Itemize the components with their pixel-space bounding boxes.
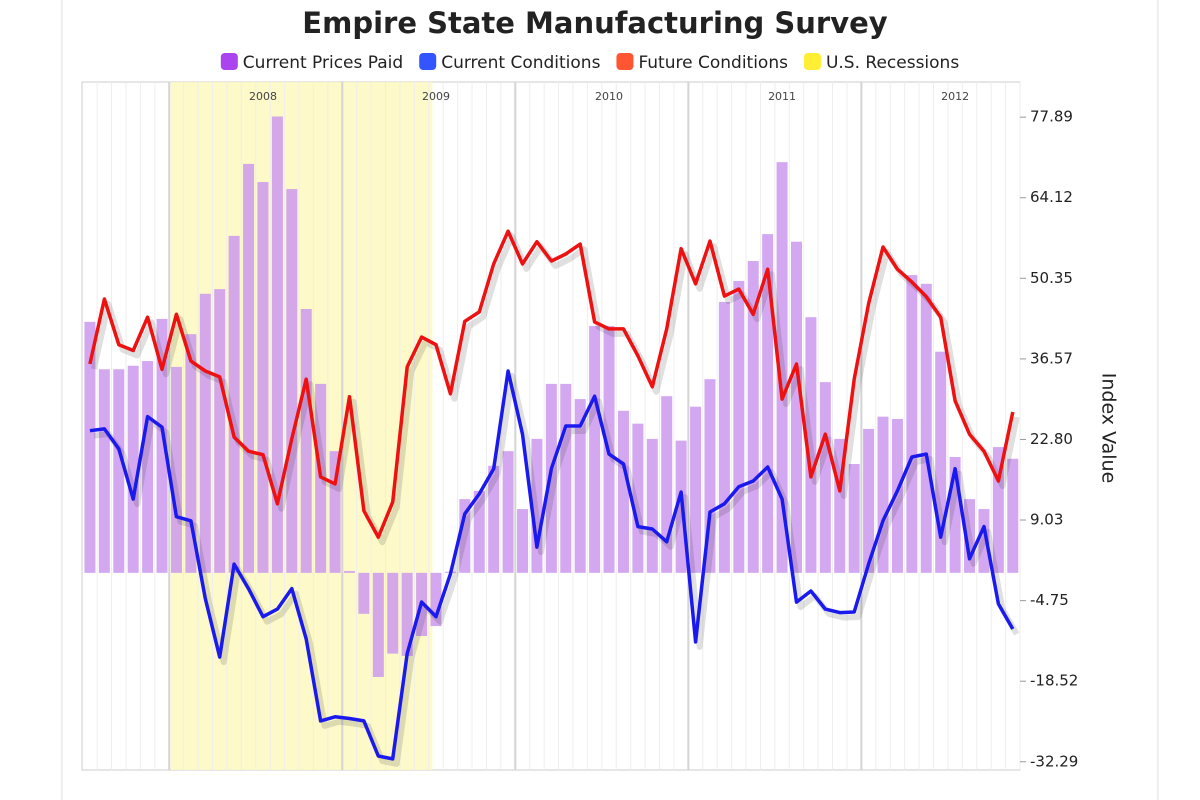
bar xyxy=(300,308,312,573)
legend-label: Current Prices Paid xyxy=(243,53,403,73)
bar xyxy=(156,318,168,573)
bar xyxy=(531,438,543,573)
bar xyxy=(891,418,903,573)
x-tick-label: 2010 xyxy=(595,90,623,103)
bar xyxy=(142,361,154,573)
y-axis-label: Index Value xyxy=(1098,373,1120,484)
x-tick-label: 2011 xyxy=(768,90,796,103)
bar xyxy=(214,289,226,573)
bar xyxy=(243,163,255,573)
x-tick-label: 2008 xyxy=(249,90,277,103)
bar xyxy=(84,321,96,573)
bar xyxy=(992,447,1004,573)
bar xyxy=(632,423,644,573)
chart-title: Empire State Manufacturing Survey xyxy=(302,6,887,40)
y-tick-label: 22.80 xyxy=(1030,430,1073,448)
bar xyxy=(949,457,961,573)
y-tick-label: 64.12 xyxy=(1030,188,1073,206)
bar xyxy=(935,351,947,573)
bar xyxy=(920,283,932,573)
bar xyxy=(329,451,341,573)
bar xyxy=(704,379,716,573)
bar xyxy=(574,399,586,573)
legend-swatch xyxy=(803,53,821,70)
bar xyxy=(127,365,139,573)
line xyxy=(89,369,1015,761)
y-tick-label: 9.03 xyxy=(1030,511,1063,529)
y-tick-label: 36.57 xyxy=(1030,349,1073,367)
bar xyxy=(170,366,182,573)
bar xyxy=(473,490,485,573)
bar xyxy=(430,572,442,627)
bar xyxy=(502,451,514,573)
bar xyxy=(1007,458,1019,573)
line xyxy=(88,229,1015,539)
y-tick-label: -4.75 xyxy=(1030,591,1069,609)
bar xyxy=(819,382,831,573)
bar xyxy=(488,465,500,573)
bar xyxy=(877,416,889,573)
y-tick-label: -18.52 xyxy=(1030,672,1078,690)
bar xyxy=(762,234,774,573)
y-tick-label: 50.35 xyxy=(1030,269,1073,287)
bar xyxy=(646,438,658,573)
bar xyxy=(387,572,399,654)
y-tick-label: -32.29 xyxy=(1030,752,1078,770)
bar xyxy=(401,572,413,656)
legend-label: U.S. Recessions xyxy=(826,53,959,73)
bar xyxy=(747,261,759,573)
bar xyxy=(372,572,384,677)
bar xyxy=(978,509,990,573)
bar xyxy=(358,572,370,614)
bar xyxy=(690,406,702,573)
bar xyxy=(199,293,211,573)
bar xyxy=(589,325,601,573)
bar xyxy=(113,369,125,573)
legend-swatch xyxy=(616,53,634,70)
legend-swatch xyxy=(220,53,238,70)
bar xyxy=(776,162,788,573)
bar xyxy=(98,369,110,573)
bar xyxy=(517,509,529,573)
legend-label: Current Conditions xyxy=(441,53,600,73)
bar xyxy=(733,280,745,573)
legend-label: Future Conditions xyxy=(638,53,788,73)
bar xyxy=(661,396,673,573)
x-tick-label: 2009 xyxy=(422,90,450,103)
plot-area: 2008 2009 2010 2011 2012 77.89 64.12 50.35 36.57… xyxy=(81,81,1078,771)
bar xyxy=(560,383,572,573)
bar xyxy=(906,275,918,573)
bar xyxy=(343,571,355,573)
bar xyxy=(805,317,817,573)
bar xyxy=(257,182,269,573)
legend: Current Prices Paid Current Conditions Fut… xyxy=(220,53,959,73)
x-tick-label: 2012 xyxy=(941,90,969,103)
bar xyxy=(848,464,860,573)
bar xyxy=(834,438,846,573)
bar xyxy=(286,189,298,573)
bar xyxy=(617,410,629,573)
y-tick-label: 77.89 xyxy=(1030,108,1073,126)
bar xyxy=(459,499,471,573)
bar xyxy=(185,334,197,573)
bar xyxy=(271,116,283,573)
bar xyxy=(228,235,240,573)
bar xyxy=(790,241,802,573)
bar xyxy=(964,499,976,573)
legend-swatch xyxy=(419,53,437,70)
bar xyxy=(718,301,730,573)
bar xyxy=(863,428,875,573)
